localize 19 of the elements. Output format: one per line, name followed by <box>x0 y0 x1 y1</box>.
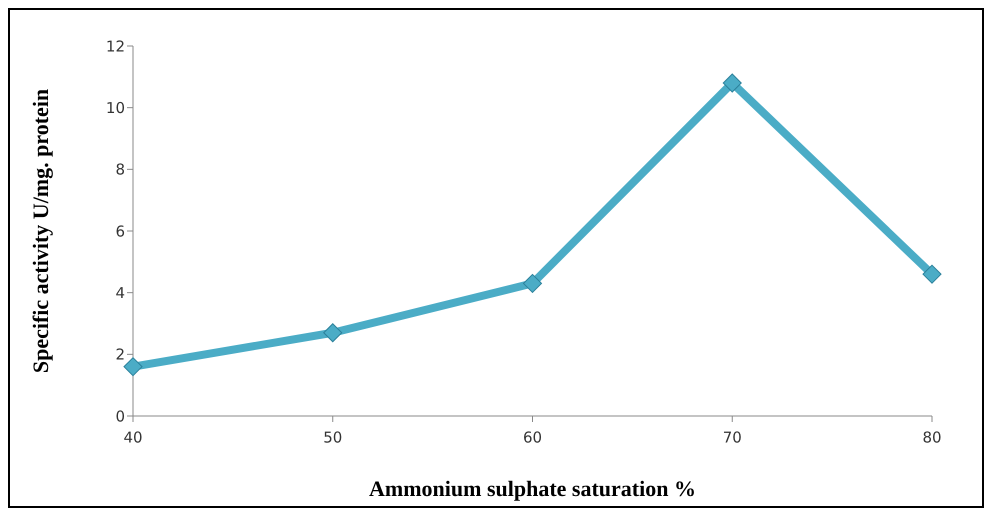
point <box>323 323 342 342</box>
point <box>722 74 742 92</box>
x-tick-label: 50 <box>323 428 342 447</box>
y-tick-label: 6 <box>115 222 125 240</box>
y-tick-label: 10 <box>106 98 125 117</box>
y-tick-label: 0 <box>115 407 125 426</box>
point <box>124 357 142 376</box>
x-tick-label: 60 <box>522 428 542 447</box>
y-tick-label: 2 <box>115 346 125 364</box>
x-tick-label: 70 <box>722 428 742 447</box>
y-tick-label: 8 <box>115 160 125 179</box>
point <box>523 274 542 293</box>
point <box>922 264 942 284</box>
y-tick-label: 12 <box>106 37 125 56</box>
x-tick-label: 40 <box>123 428 143 447</box>
x-tick-label: 80 <box>922 428 942 447</box>
y-axis-title: Specific activity U/mg. protein <box>28 88 53 374</box>
x-axis-title: Ammonium sulphate saturation % <box>369 476 696 501</box>
y-tick-label: 4 <box>115 284 125 302</box>
